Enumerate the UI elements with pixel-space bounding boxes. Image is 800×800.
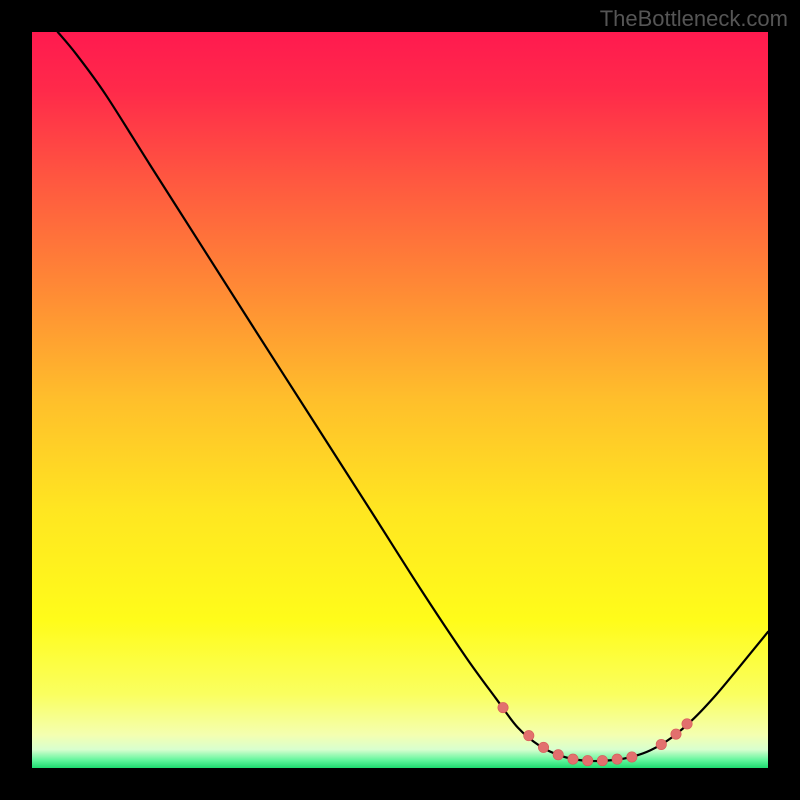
- curve-marker: [682, 719, 692, 729]
- curve-marker: [582, 755, 592, 765]
- curve-marker: [627, 752, 637, 762]
- curve-marker: [538, 742, 548, 752]
- chart-container: { "watermark": { "text": "TheBottleneck.…: [0, 0, 800, 800]
- curve-marker: [568, 754, 578, 764]
- curve-marker: [656, 739, 666, 749]
- bottleneck-chart: [0, 0, 800, 800]
- curve-marker: [597, 755, 607, 765]
- curve-marker: [524, 730, 534, 740]
- curve-marker: [553, 750, 563, 760]
- chart-plot-area: [32, 32, 768, 768]
- curve-marker: [671, 729, 681, 739]
- curve-marker: [498, 702, 508, 712]
- curve-marker: [612, 754, 622, 764]
- watermark-text: TheBottleneck.com: [600, 6, 788, 32]
